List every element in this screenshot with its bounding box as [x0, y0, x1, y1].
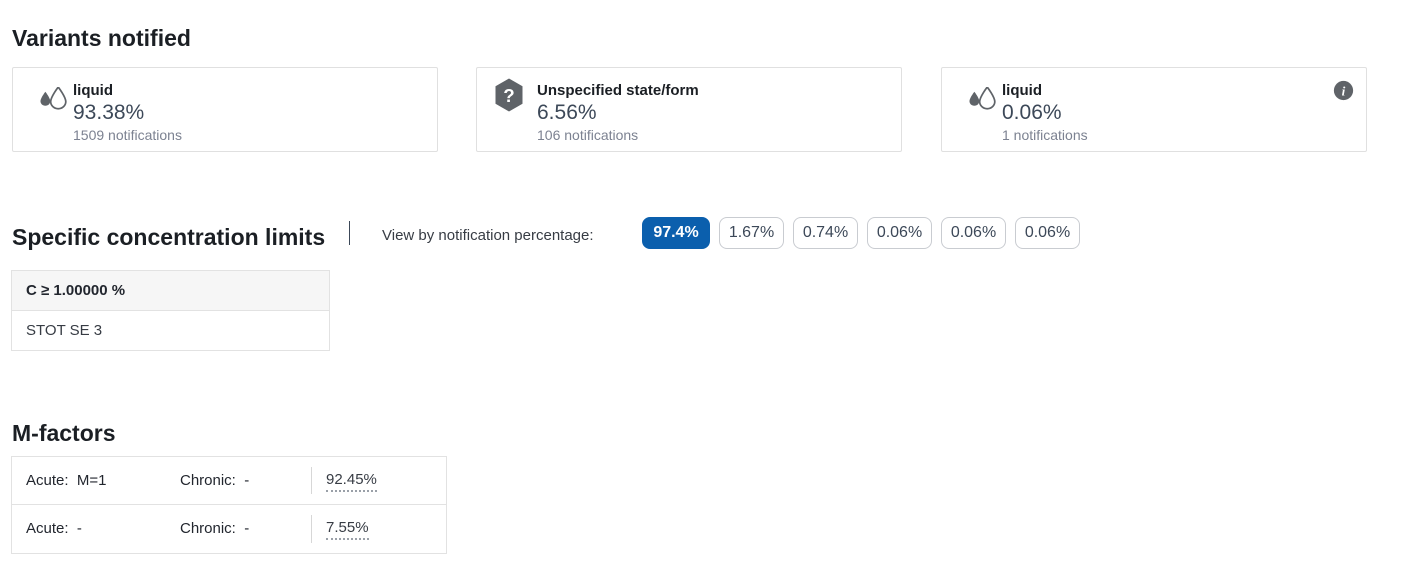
svg-text:?: ? [503, 85, 514, 106]
svg-text:i: i [1342, 83, 1346, 98]
